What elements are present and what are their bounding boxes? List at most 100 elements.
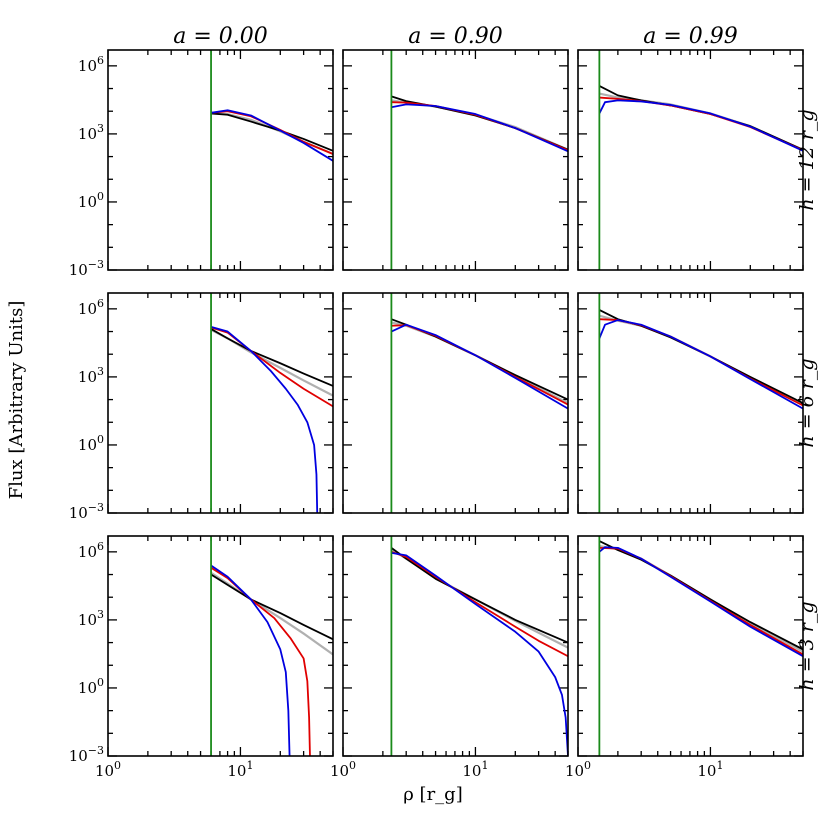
panel-frame <box>577 535 804 757</box>
series-line-blue <box>391 552 568 756</box>
y-tick-label-base: 10 <box>69 747 88 765</box>
y-tick-label-exp: 6 <box>97 297 104 310</box>
series-line-blue <box>210 564 291 756</box>
panel-curves <box>391 95 568 153</box>
x-tick-label: 101 <box>227 759 253 780</box>
x-tick-label: 100 <box>330 759 356 780</box>
y-tick-label: 100 <box>78 676 104 697</box>
y-tick-label: 103 <box>78 122 104 143</box>
y-ticks <box>578 65 803 271</box>
column-title: a = 0.00 <box>173 24 268 49</box>
x-axis-label: ρ [r_g] <box>403 784 462 805</box>
x-tick-label-base: 10 <box>462 762 481 780</box>
y-tick-label-base: 10 <box>78 611 97 629</box>
panel-frame <box>342 49 569 271</box>
series-line-black <box>210 573 333 641</box>
series-line-gray <box>391 99 568 151</box>
x-tick-label-base: 10 <box>95 762 114 780</box>
y-tick-label-exp: −3 <box>88 501 104 514</box>
series-line-red <box>391 101 568 152</box>
series-line-black <box>210 328 333 387</box>
y-ticks <box>343 551 568 757</box>
series-line-blue <box>391 103 568 153</box>
x-ticks <box>577 293 804 513</box>
x-tick-label-exp: 0 <box>114 759 121 772</box>
y-tick-label-base: 10 <box>69 504 88 522</box>
y-tick-label: 100 <box>78 190 104 211</box>
x-tick-label-exp: 0 <box>584 759 591 772</box>
y-ticks <box>578 308 803 514</box>
x-tick-label-exp: 1 <box>716 759 723 772</box>
x-tick-label-exp: 1 <box>246 759 253 772</box>
panel-frame <box>107 49 334 271</box>
y-tick-label-base: 10 <box>78 436 97 454</box>
panel-r1-c2 <box>577 292 804 514</box>
y-tick-label-base: 10 <box>78 125 97 143</box>
x-tick-label-base: 10 <box>697 762 716 780</box>
series-line-black <box>598 85 803 151</box>
y-tick-label-base: 10 <box>78 193 97 211</box>
x-ticks <box>577 50 804 270</box>
series-line-red <box>210 110 333 155</box>
y-ticks <box>578 551 803 757</box>
panel-curves <box>598 85 803 152</box>
x-tick-label: 100 <box>565 759 591 780</box>
series-line-black <box>391 318 568 401</box>
y-tick-label-exp: 0 <box>97 676 104 689</box>
row-label: h = 12 r_g <box>796 109 818 210</box>
x-tick-label-base: 10 <box>330 762 349 780</box>
x-ticks <box>577 536 804 756</box>
series-line-black <box>210 112 333 152</box>
panel-r0-c1 <box>342 49 569 271</box>
y-tick-label: 100 <box>78 433 104 454</box>
x-tick-label-base: 10 <box>565 762 584 780</box>
y-tick-label-exp: 3 <box>97 365 104 378</box>
column-title: a = 0.99 <box>643 24 738 49</box>
y-axis-label: Flux [Arbitrary Units] <box>6 301 27 500</box>
x-ticks <box>342 293 569 513</box>
panel-r0-c2 <box>577 49 804 271</box>
y-tick-label: 106 <box>78 540 104 561</box>
y-tick-label-base: 10 <box>78 679 97 697</box>
y-tick-label: 106 <box>78 297 104 318</box>
y-ticks <box>343 65 568 271</box>
panel-frame <box>107 292 334 514</box>
panel-r1-c1 <box>342 292 569 514</box>
y-tick-label-base: 10 <box>69 261 88 279</box>
series-line-red <box>599 318 803 407</box>
series-line-blue <box>598 319 803 410</box>
y-tick-label-base: 10 <box>78 57 97 75</box>
y-tick-label: 10−3 <box>69 501 104 522</box>
x-tick-label: 101 <box>462 759 488 780</box>
panel-curves <box>390 547 568 756</box>
series-line-blue <box>598 546 803 658</box>
panel-r2-c2: 100 101 <box>565 535 804 780</box>
y-tick-label-exp: 3 <box>97 608 104 621</box>
y-tick-label-base: 10 <box>78 368 97 386</box>
y-ticks <box>108 551 333 757</box>
y-tick-label-base: 10 <box>78 300 97 318</box>
row-label: h = 6 r_g <box>796 358 818 447</box>
panel-curves <box>210 109 333 162</box>
x-tick-label-base: 10 <box>227 762 246 780</box>
series-line-blue <box>598 99 803 152</box>
panel-frame <box>342 535 569 757</box>
x-ticks <box>107 536 334 756</box>
y-tick-label-exp: 6 <box>97 54 104 67</box>
x-tick-label-exp: 0 <box>349 759 356 772</box>
series-line-red <box>599 96 803 152</box>
y-tick-label-exp: −3 <box>88 744 104 757</box>
x-tick-label: 100 <box>95 759 121 780</box>
series-line-gray <box>599 92 803 152</box>
panel-curves <box>598 540 803 658</box>
y-tick-label-exp: 3 <box>97 122 104 135</box>
row-label: h = 3 r_g <box>796 601 818 690</box>
y-tick-label-exp: 0 <box>97 433 104 446</box>
series-line-blue <box>391 323 568 410</box>
series-line-gray <box>599 544 803 653</box>
y-ticks <box>343 308 568 514</box>
series-line-red <box>391 550 568 658</box>
series-line-red <box>210 326 333 408</box>
